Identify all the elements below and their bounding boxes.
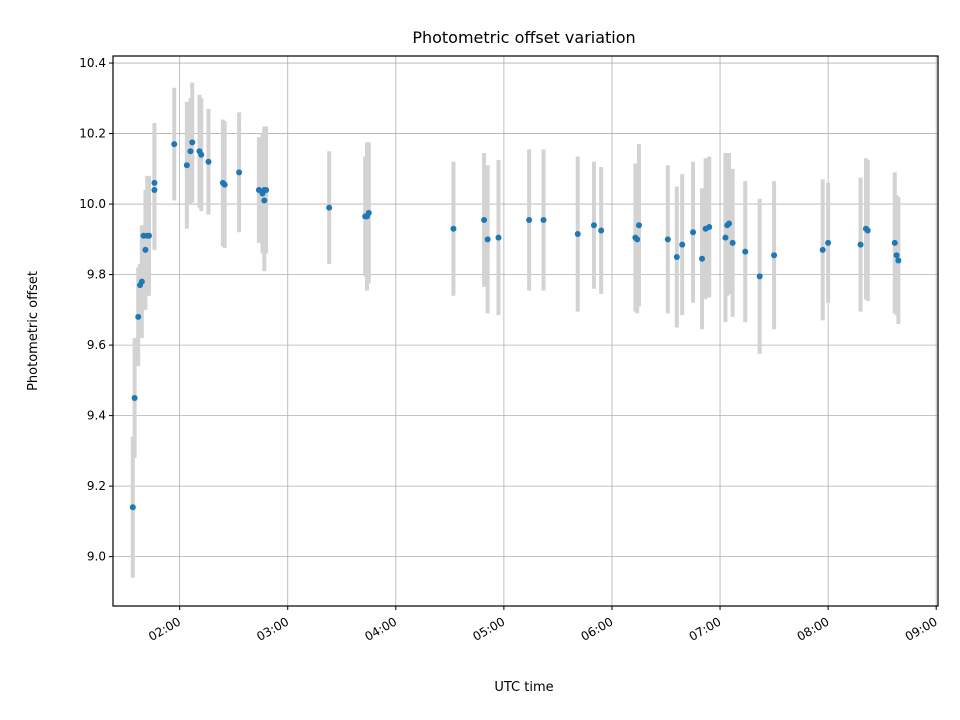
data-point xyxy=(706,223,713,230)
x-tick-label: 06:00 xyxy=(579,614,616,643)
data-point xyxy=(857,241,864,248)
x-tick-label: 02:00 xyxy=(146,614,183,643)
data-point xyxy=(771,252,778,259)
data-point xyxy=(261,197,268,204)
x-axis-label: UTC time xyxy=(494,680,553,695)
data-point xyxy=(189,139,196,146)
y-tick-label: 10.2 xyxy=(79,127,106,141)
data-point xyxy=(146,232,153,239)
x-tick-label: 09:00 xyxy=(903,614,940,643)
x-tick-label: 04:00 xyxy=(362,614,399,643)
y-tick-label: 9.8 xyxy=(87,268,106,282)
y-tick-label: 10.0 xyxy=(79,197,106,211)
data-point xyxy=(726,220,733,227)
data-point xyxy=(673,253,680,260)
data-point xyxy=(135,313,142,320)
chart-title: Photometric offset variation xyxy=(412,28,635,47)
data-point xyxy=(131,394,138,401)
data-point xyxy=(634,236,641,243)
data-point xyxy=(183,162,190,169)
y-tick-label: 9.0 xyxy=(87,550,106,564)
x-tick-label: 05:00 xyxy=(470,614,507,643)
plot-frame xyxy=(112,55,939,607)
data-point xyxy=(699,255,706,262)
data-point xyxy=(450,225,457,232)
x-tick-layer: 02:00 03:00 04:00 05:00 06:00 07:00 08:00 09:00 xyxy=(146,606,940,644)
errorbar-layer xyxy=(130,82,901,578)
data-point xyxy=(142,246,149,253)
data-point xyxy=(495,234,502,241)
data-point xyxy=(891,239,898,246)
data-point xyxy=(679,241,686,248)
data-point xyxy=(151,179,158,186)
y-tick-label: 9.6 xyxy=(87,338,106,352)
data-point xyxy=(598,227,605,234)
data-point xyxy=(263,186,270,193)
data-point xyxy=(481,216,488,223)
data-point xyxy=(664,236,671,243)
data-point xyxy=(825,239,832,246)
data-point xyxy=(365,209,372,216)
data-point xyxy=(742,248,749,255)
data-point xyxy=(574,231,581,238)
data-point xyxy=(864,227,871,234)
x-tick-label: 07:00 xyxy=(687,614,724,643)
data-point xyxy=(205,158,212,165)
data-point xyxy=(129,504,136,511)
y-tick-label: 9.2 xyxy=(87,479,106,493)
data-point xyxy=(690,229,697,236)
y-axis-label: Photometric offset xyxy=(26,271,41,391)
data-point xyxy=(236,169,243,176)
data-point xyxy=(171,141,178,148)
data-point xyxy=(187,148,194,155)
data-point xyxy=(893,252,900,259)
data-point xyxy=(722,234,729,241)
x-tick-label: 08:00 xyxy=(795,614,832,643)
data-point xyxy=(221,181,228,188)
data-point xyxy=(756,273,763,280)
point-layer xyxy=(129,139,902,511)
data-point xyxy=(151,186,158,193)
data-point xyxy=(819,246,826,253)
data-point xyxy=(138,278,145,285)
x-tick-label: 03:00 xyxy=(254,614,291,643)
data-point xyxy=(729,239,736,246)
data-point xyxy=(895,257,902,264)
data-point xyxy=(526,216,533,223)
y-tick-label: 9.4 xyxy=(87,409,106,423)
data-point xyxy=(635,222,642,229)
y-tick-layer: 9.0 9.2 9.4 9.6 9.8 10.0 10.2 10.4 xyxy=(79,56,113,564)
data-point xyxy=(540,216,547,223)
data-point xyxy=(198,151,205,158)
data-point xyxy=(326,204,333,211)
data-point xyxy=(590,222,597,229)
y-tick-label: 10.4 xyxy=(79,56,106,70)
data-point xyxy=(484,236,491,243)
grid-layer xyxy=(113,56,938,606)
